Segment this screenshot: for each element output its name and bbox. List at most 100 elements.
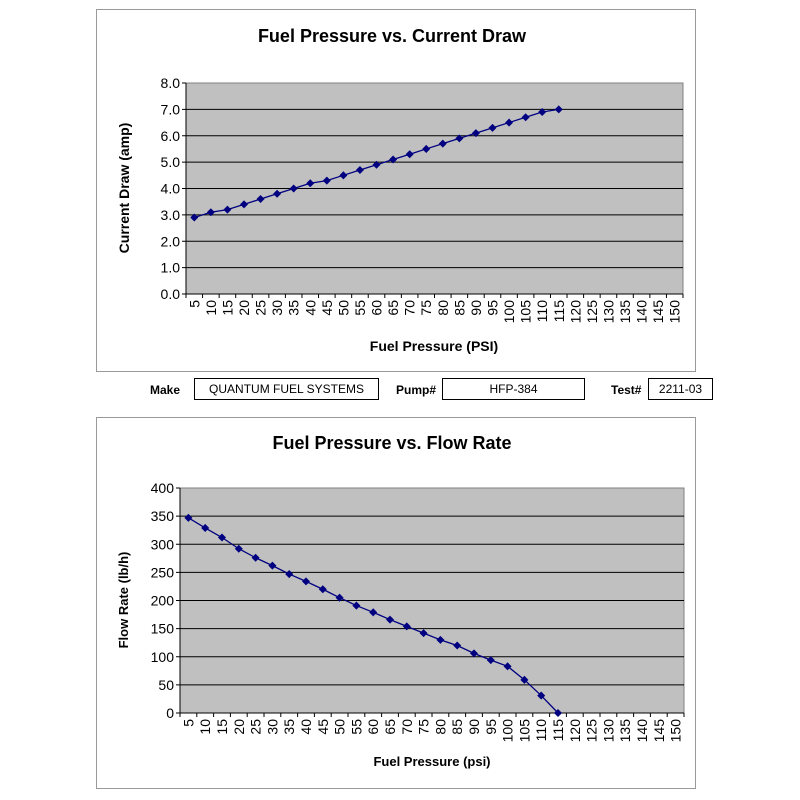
x-tick-label: 120 bbox=[567, 719, 583, 743]
pump-field: HFP-384 bbox=[442, 378, 585, 400]
y-tick-label: 200 bbox=[151, 593, 175, 609]
data-point bbox=[520, 675, 529, 684]
data-point bbox=[268, 561, 277, 570]
x-tick-label: 150 bbox=[667, 300, 683, 324]
data-point bbox=[438, 139, 447, 148]
y-tick-label: 50 bbox=[158, 677, 174, 693]
data-point bbox=[301, 577, 311, 586]
make-field: QUANTUM FUEL SYSTEMS bbox=[194, 378, 379, 400]
y-tick-label: 300 bbox=[151, 536, 175, 552]
y-tick-label: 0 bbox=[166, 705, 174, 721]
data-point bbox=[405, 150, 414, 159]
x-tick-label: 105 bbox=[516, 719, 532, 743]
x-tick-label: 145 bbox=[651, 719, 667, 743]
data-point bbox=[503, 662, 512, 671]
x-tick-label: 65 bbox=[385, 300, 401, 316]
data-point bbox=[455, 134, 464, 143]
y-tick-label: 3.0 bbox=[161, 207, 181, 223]
x-tick-label: 5 bbox=[180, 719, 196, 727]
data-point bbox=[553, 708, 563, 718]
data-point bbox=[251, 553, 260, 562]
test-label: Test# bbox=[611, 383, 642, 397]
x-tick-label: 25 bbox=[248, 719, 264, 735]
data-point bbox=[486, 656, 495, 665]
x-tick-label: 140 bbox=[634, 300, 650, 324]
data-point bbox=[453, 641, 462, 650]
data-point bbox=[471, 129, 480, 138]
x-tick-label: 105 bbox=[518, 300, 534, 324]
x-tick-label: 125 bbox=[584, 719, 600, 743]
x-tick-label: 15 bbox=[219, 300, 235, 316]
x-tick-label: 20 bbox=[231, 719, 247, 735]
data-point bbox=[223, 205, 232, 214]
current-draw-chart: Fuel Pressure vs. Current Draw 0.0 1.0 2.0 3… bbox=[116, 26, 684, 354]
data-point bbox=[206, 208, 215, 217]
data-point bbox=[318, 585, 327, 594]
data-point bbox=[554, 105, 563, 114]
x-tick-label: 95 bbox=[484, 300, 500, 316]
data-point bbox=[352, 601, 361, 610]
y-axis-label: Current Draw (amp) bbox=[116, 123, 132, 254]
x-tick-label: 55 bbox=[348, 719, 364, 735]
x-tick-label: 100 bbox=[501, 300, 517, 324]
data-point bbox=[505, 118, 514, 127]
y-tick-label: 350 bbox=[151, 508, 175, 524]
data-point bbox=[538, 108, 547, 117]
x-tick-label: 100 bbox=[500, 719, 516, 743]
data-point bbox=[234, 544, 243, 553]
x-tick-label: 55 bbox=[352, 300, 368, 316]
x-tick-label: 145 bbox=[650, 300, 666, 324]
data-point bbox=[521, 113, 530, 122]
y-tick-label: 8.0 bbox=[161, 75, 181, 91]
pump-label: Pump# bbox=[396, 383, 437, 397]
x-tick-label: 90 bbox=[468, 300, 484, 316]
y-tick-label: 7.0 bbox=[161, 101, 181, 117]
data-point bbox=[217, 533, 227, 542]
data-point bbox=[537, 691, 546, 700]
x-tick-label: 50 bbox=[335, 300, 351, 316]
x-axis-label: Fuel Pressure (PSI) bbox=[370, 338, 498, 354]
x-tick-label: 65 bbox=[382, 719, 398, 735]
x-tick-label: 50 bbox=[332, 719, 348, 735]
x-tick-label: 125 bbox=[584, 300, 600, 324]
x-tick-label: 75 bbox=[416, 719, 432, 735]
chart-title: Fuel Pressure vs. Current Draw bbox=[258, 26, 527, 46]
data-point bbox=[436, 635, 445, 644]
data-point bbox=[339, 171, 348, 180]
x-tick-label: 25 bbox=[253, 300, 269, 316]
flow-rate-chart-panel: Fuel Pressure vs. Flow Rate 0 50 100 150 200 2… bbox=[96, 417, 696, 789]
y-tick-label: 4.0 bbox=[161, 181, 181, 197]
x-tick-label: 135 bbox=[617, 719, 633, 743]
x-tick-label: 85 bbox=[449, 719, 465, 735]
data-point bbox=[289, 184, 298, 193]
flow-rate-chart: Fuel Pressure vs. Flow Rate 0 50 100 150 200 2… bbox=[116, 433, 685, 769]
y-tick-label: 250 bbox=[151, 564, 175, 580]
x-tick-label: 120 bbox=[567, 300, 583, 324]
y-tick-label: 400 bbox=[151, 480, 175, 496]
x-tick-label: 130 bbox=[600, 300, 616, 324]
data-point bbox=[419, 629, 428, 638]
data-point bbox=[385, 615, 395, 624]
data-point bbox=[256, 195, 265, 204]
data-point bbox=[355, 166, 364, 175]
x-axis-label: Fuel Pressure (psi) bbox=[373, 754, 490, 769]
x-tick-label: 40 bbox=[298, 719, 314, 735]
data-point bbox=[402, 622, 411, 631]
x-tick-label: 10 bbox=[197, 719, 213, 735]
x-tick-label: 115 bbox=[551, 300, 567, 323]
x-tick-label: 70 bbox=[402, 300, 418, 316]
x-tick-label: 40 bbox=[302, 300, 318, 316]
data-point bbox=[285, 570, 294, 579]
x-tick-label: 45 bbox=[315, 719, 331, 735]
x-tick-label: 80 bbox=[432, 719, 448, 735]
data-point bbox=[372, 160, 381, 169]
x-tick-label: 110 bbox=[534, 300, 550, 323]
data-point bbox=[190, 213, 199, 222]
data-point bbox=[322, 176, 331, 185]
data-point bbox=[488, 123, 497, 132]
x-tick-label: 30 bbox=[264, 719, 280, 735]
y-axis-label: Flow Rate (lb/h) bbox=[116, 552, 131, 649]
y-tick-label: 2.0 bbox=[161, 233, 181, 249]
x-tick-label: 35 bbox=[281, 719, 297, 735]
data-point bbox=[335, 593, 344, 602]
